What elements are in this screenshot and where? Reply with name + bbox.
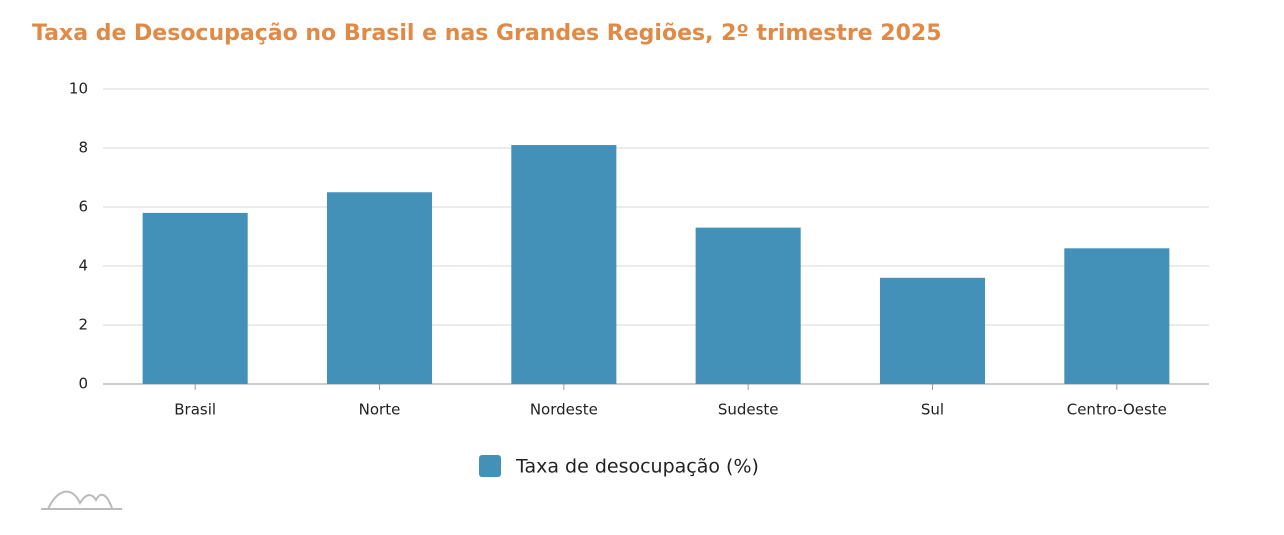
y-tick-label: 6 — [78, 198, 88, 216]
bar — [511, 145, 617, 384]
x-tick-label: Nordeste — [530, 401, 598, 419]
x-tick-label: Norte — [359, 401, 401, 419]
chart-title: Taxa de Desocupação no Brasil e nas Gran… — [32, 21, 942, 46]
bar — [1064, 248, 1170, 384]
bar — [326, 192, 433, 384]
logo — [41, 490, 122, 510]
y-tick-label: 10 — [69, 80, 88, 98]
y-tick-label: 4 — [78, 257, 88, 275]
x-tick-label: Centro-Oeste — [1067, 401, 1167, 419]
legend-swatch — [479, 455, 501, 477]
legend-label: Taxa de desocupação (%) — [515, 456, 759, 478]
bar — [142, 212, 248, 384]
y-tick-label: 2 — [78, 316, 88, 334]
x-tick-label: Brasil — [174, 401, 216, 419]
bar — [879, 277, 986, 384]
x-tick-label: Sudeste — [718, 401, 779, 419]
y-tick-label: 0 — [78, 375, 88, 393]
bar — [695, 227, 801, 384]
x-tick-label: Sul — [921, 401, 944, 419]
y-tick-label: 8 — [78, 139, 88, 157]
